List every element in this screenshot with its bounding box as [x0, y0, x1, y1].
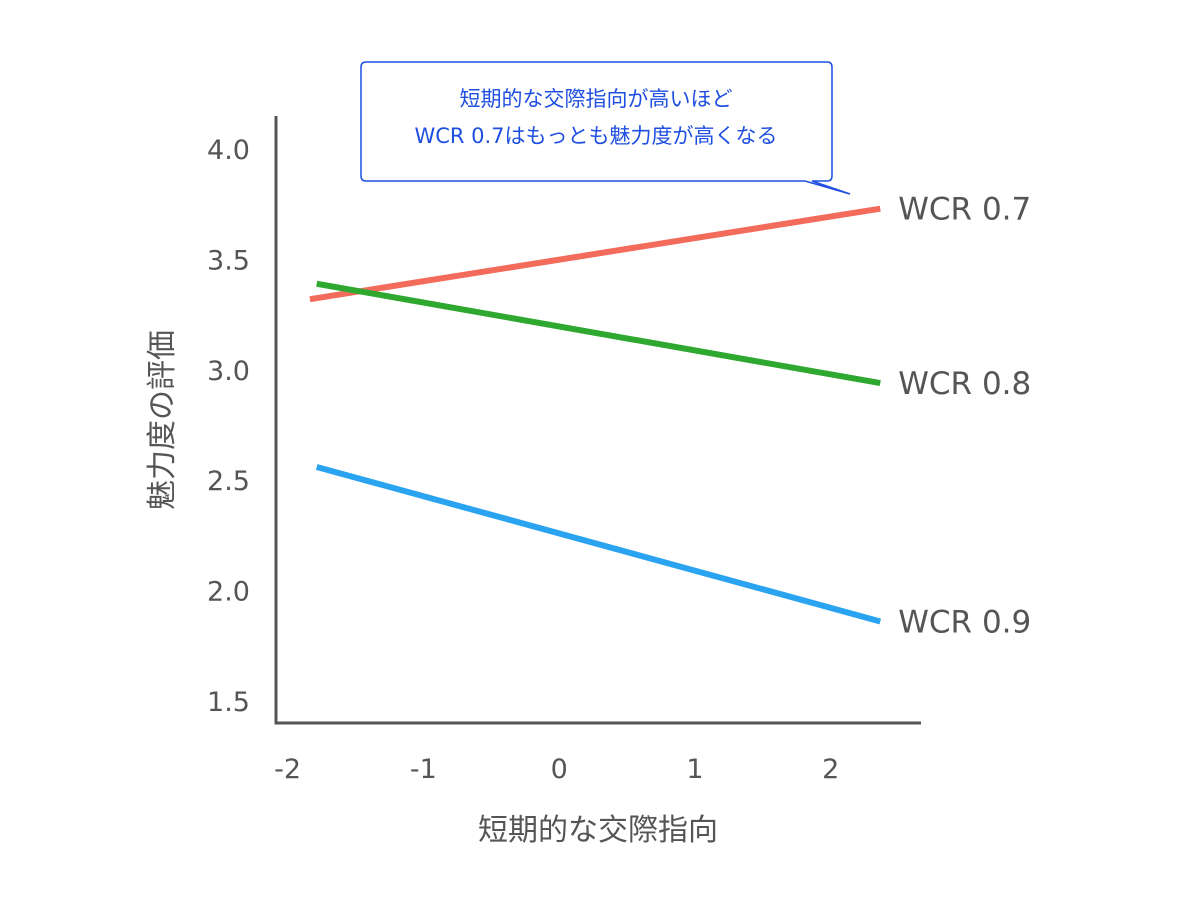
callout-line-2: WCR 0.7はもっとも魅力度が高くなる	[414, 124, 777, 148]
x-axis-title: 短期的な交際指向	[478, 813, 718, 848]
series-line-2	[316, 280, 881, 387]
series-label-2: WCR 0.8	[898, 366, 1031, 402]
y-tick-label: 3.5	[207, 245, 250, 276]
x-tick-label: 1	[686, 754, 703, 785]
series-layer: WCR 0.7 WCR 0.8 WCR 0.9	[309, 192, 1031, 640]
y-tick-label: 3.0	[207, 356, 250, 387]
callout-box	[360, 61, 851, 195]
x-tick-label: 2	[822, 754, 839, 785]
x-tick-label: 0	[551, 754, 568, 785]
x-tick-labels: -2 -1 0 1 2	[274, 754, 839, 785]
y-axis-title: 魅力度の評価	[145, 330, 180, 510]
series-line-1	[309, 205, 881, 303]
y-tick-label: 2.0	[207, 577, 250, 608]
series-label-1: WCR 0.7	[898, 192, 1031, 228]
y-tick-label: 1.5	[207, 687, 250, 718]
x-tick-label: -1	[410, 754, 437, 785]
y-tick-labels: 1.5 2.0 2.5 3.0 3.5 4.0	[207, 135, 250, 718]
annotation-callout: 短期的な交際指向が高いほど WCR 0.7はもっとも魅力度が高くなる	[360, 61, 851, 195]
callout-line-1: 短期的な交際指向が高いほど	[460, 87, 733, 111]
y-tick-label: 2.5	[207, 466, 250, 497]
series-line-3	[315, 464, 882, 625]
series-label-3: WCR 0.9	[898, 604, 1031, 640]
x-tick-label: -2	[274, 754, 301, 785]
y-tick-label: 4.0	[207, 135, 250, 166]
